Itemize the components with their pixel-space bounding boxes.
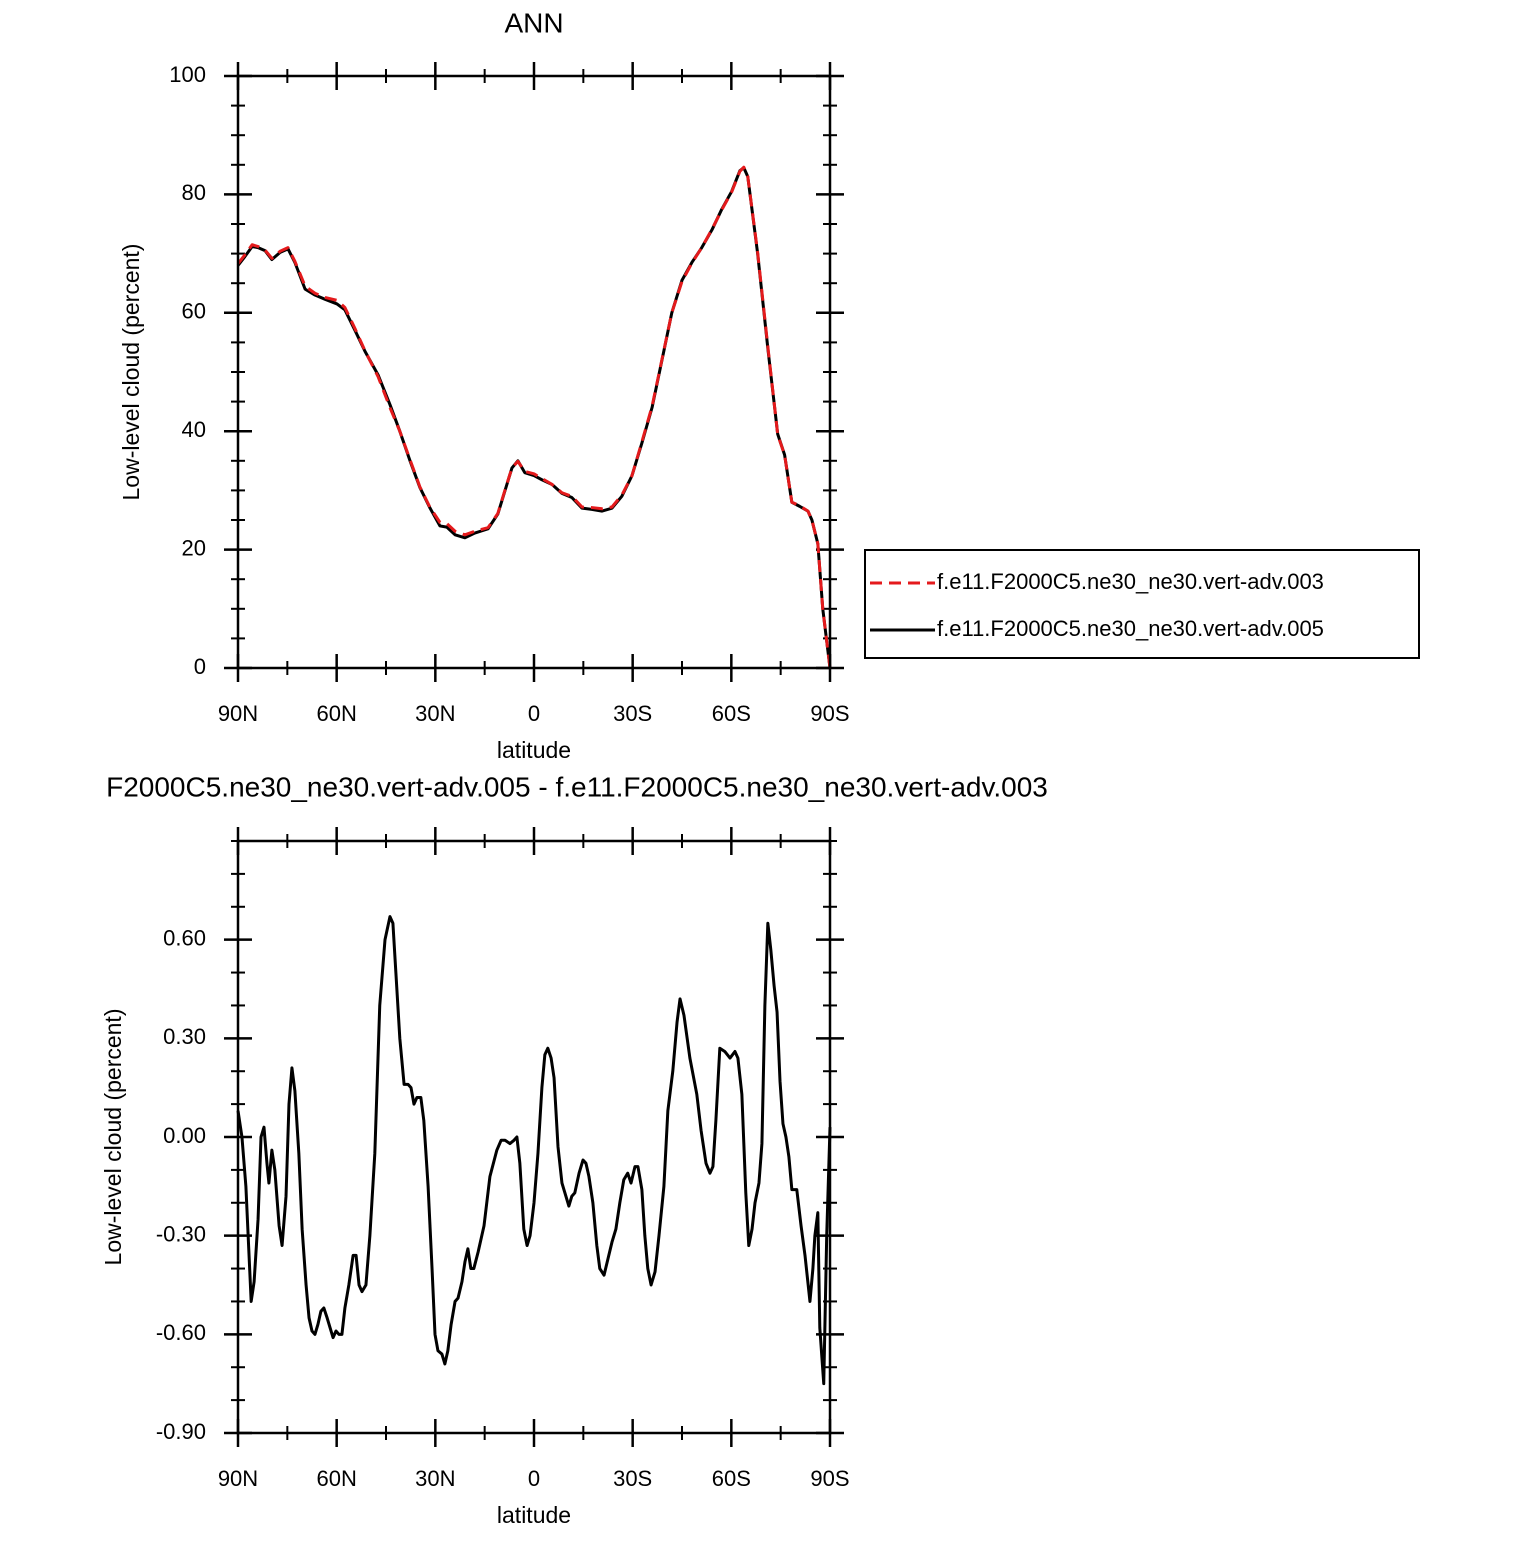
x-tick-label: 30N [415,701,455,726]
data-line [236,915,832,1386]
y-axis-title: Low-level cloud (percent) [100,1009,126,1266]
x-tick-label: 60N [316,701,356,726]
y-tick-label: 20 [182,535,206,560]
x-tick-label: 60S [712,701,751,726]
x-tick-label: 0 [528,1466,540,1491]
x-tick-label: 90N [218,1466,258,1491]
data-line [236,165,832,669]
x-tick-label: 90N [218,701,258,726]
x-tick-label: 90S [810,1466,849,1491]
y-tick-label: 0.60 [163,925,206,950]
y-tick-label: 100 [169,62,206,87]
x-tick-label: 0 [528,701,540,726]
y-tick-label: 40 [182,417,206,442]
plot-frame [236,74,832,670]
chart-title: ANN [504,7,563,38]
chart-panel: F2000C5.ne30_ne30.vert-adv.005 - f.e11.F… [100,771,1048,1528]
chart-panel: ANN latitude Low-level cloud (percent) 0 20 4… [118,7,1420,763]
x-tick-label: 90S [810,701,849,726]
y-tick-label: -0.60 [156,1320,206,1345]
x-axis-title: latitude [497,737,571,763]
y-tick-label: -0.30 [156,1221,206,1246]
y-tick-label: 0.00 [163,1123,206,1148]
x-tick-label: 30N [415,1466,455,1491]
legend-label: f.e11.F2000C5.ne30_ne30.vert-adv.003 [937,569,1324,594]
y-tick-label: 0.30 [163,1024,206,1049]
legend-label: f.e11.F2000C5.ne30_ne30.vert-adv.005 [937,616,1324,641]
chart-title: F2000C5.ne30_ne30.vert-adv.005 - f.e11.F… [106,771,1048,802]
x-tick-label: 30S [613,1466,652,1491]
y-tick-label: -0.90 [156,1419,206,1444]
y-axis-title: Low-level cloud (percent) [118,244,144,501]
data-line [236,166,832,669]
x-tick-label: 60S [712,1466,751,1491]
x-axis-title: latitude [497,1502,571,1528]
x-tick-label: 30S [613,701,652,726]
y-tick-label: 0 [194,654,206,679]
plot-frame [236,839,832,1435]
legend-box [864,549,1420,659]
x-tick-label: 60N [316,1466,356,1491]
y-tick-label: 60 [182,299,206,324]
y-tick-label: 80 [182,180,206,205]
